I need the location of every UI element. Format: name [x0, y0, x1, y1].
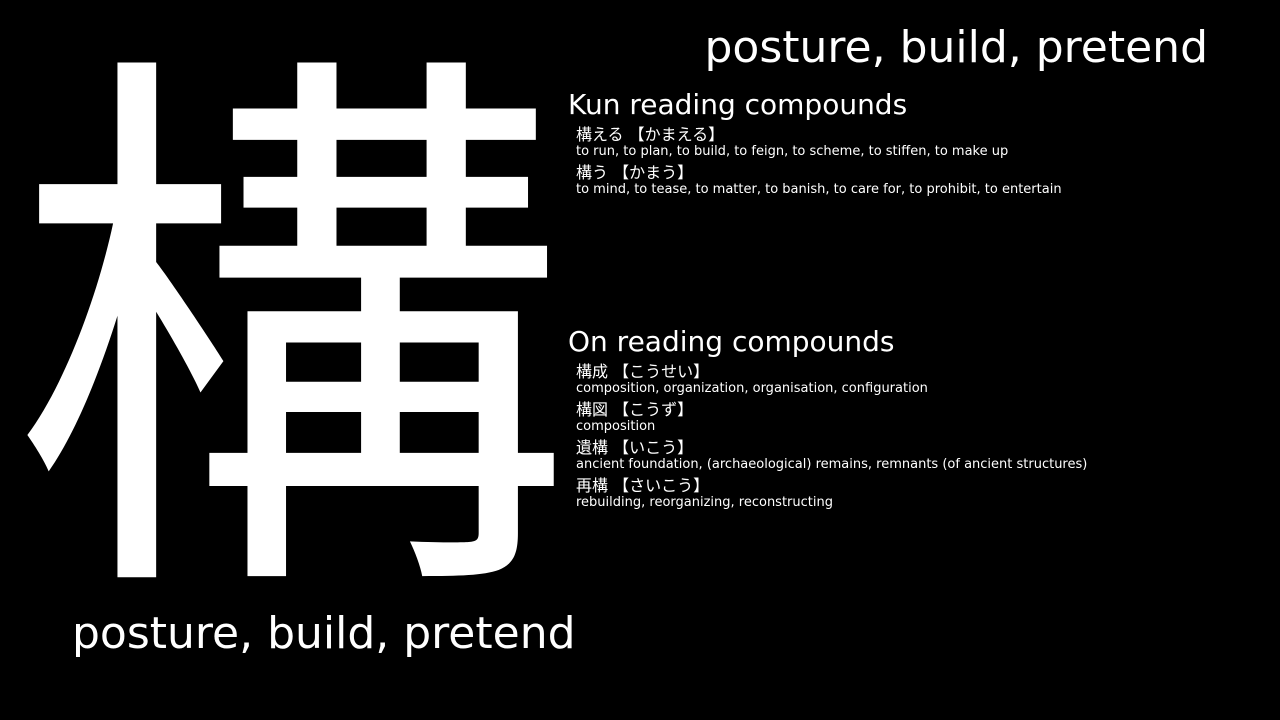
- compound-gloss: ancient foundation, (archaeological) rem…: [576, 457, 1088, 472]
- on-section-title: On reading compounds: [568, 325, 895, 358]
- compound-gloss: to mind, to tease, to matter, to banish,…: [576, 182, 1062, 197]
- compound-word: 構う: [576, 163, 609, 182]
- on-reading-section: On reading compounds 構成 【こうせい】 compositi…: [568, 325, 1268, 515]
- kun-entry-head: 構う 【かまう】: [576, 164, 1268, 182]
- kanji-character: 構: [10, 14, 570, 666]
- compound-word: 再構: [576, 476, 609, 495]
- meaning-heading-bottom: posture, build, pretend: [72, 608, 576, 659]
- on-entry: 再構 【さいこう】 rebuilding, reorganizing, reco…: [576, 477, 1268, 511]
- compound-gloss: rebuilding, reorganizing, reconstructing: [576, 495, 833, 510]
- kun-entry: 構える 【かまえる】 to run, to plan, to build, to…: [576, 126, 1268, 160]
- on-entry-head: 遺構 【いこう】: [576, 439, 1268, 457]
- on-entry: 構成 【こうせい】 composition, organization, org…: [576, 363, 1268, 397]
- compound-reading: 【こうせい】: [613, 362, 710, 381]
- on-entry: 構図 【こうず】 composition: [576, 401, 1268, 435]
- compound-gloss: composition: [576, 419, 656, 434]
- compound-reading: 【かまう】: [613, 163, 694, 182]
- kun-entry-head: 構える 【かまえる】: [576, 126, 1268, 144]
- meaning-heading-top: posture, build, pretend: [704, 22, 1208, 73]
- on-entry-head: 構成 【こうせい】: [576, 363, 1268, 381]
- compound-gloss: to run, to plan, to build, to feign, to …: [576, 144, 1009, 159]
- kun-entry: 構う 【かまう】 to mind, to tease, to matter, t…: [576, 164, 1268, 198]
- kun-section-title: Kun reading compounds: [568, 88, 908, 121]
- compound-reading: 【かまえる】: [628, 125, 725, 144]
- compound-word: 構図: [576, 400, 609, 419]
- on-entry-head: 再構 【さいこう】: [576, 477, 1268, 495]
- compound-reading: 【こうず】: [613, 400, 694, 419]
- compound-word: 構える: [576, 125, 624, 144]
- compound-reading: 【さいこう】: [613, 476, 710, 495]
- compound-gloss: composition, organization, organisation,…: [576, 381, 928, 396]
- compound-reading: 【いこう】: [613, 438, 694, 457]
- compound-word: 構成: [576, 362, 609, 381]
- kun-reading-section: Kun reading compounds 構える 【かまえる】 to run,…: [568, 88, 1268, 202]
- on-entry: 遺構 【いこう】 ancient foundation, (archaeolog…: [576, 439, 1268, 473]
- on-entry-head: 構図 【こうず】: [576, 401, 1268, 419]
- compound-word: 遺構: [576, 438, 609, 457]
